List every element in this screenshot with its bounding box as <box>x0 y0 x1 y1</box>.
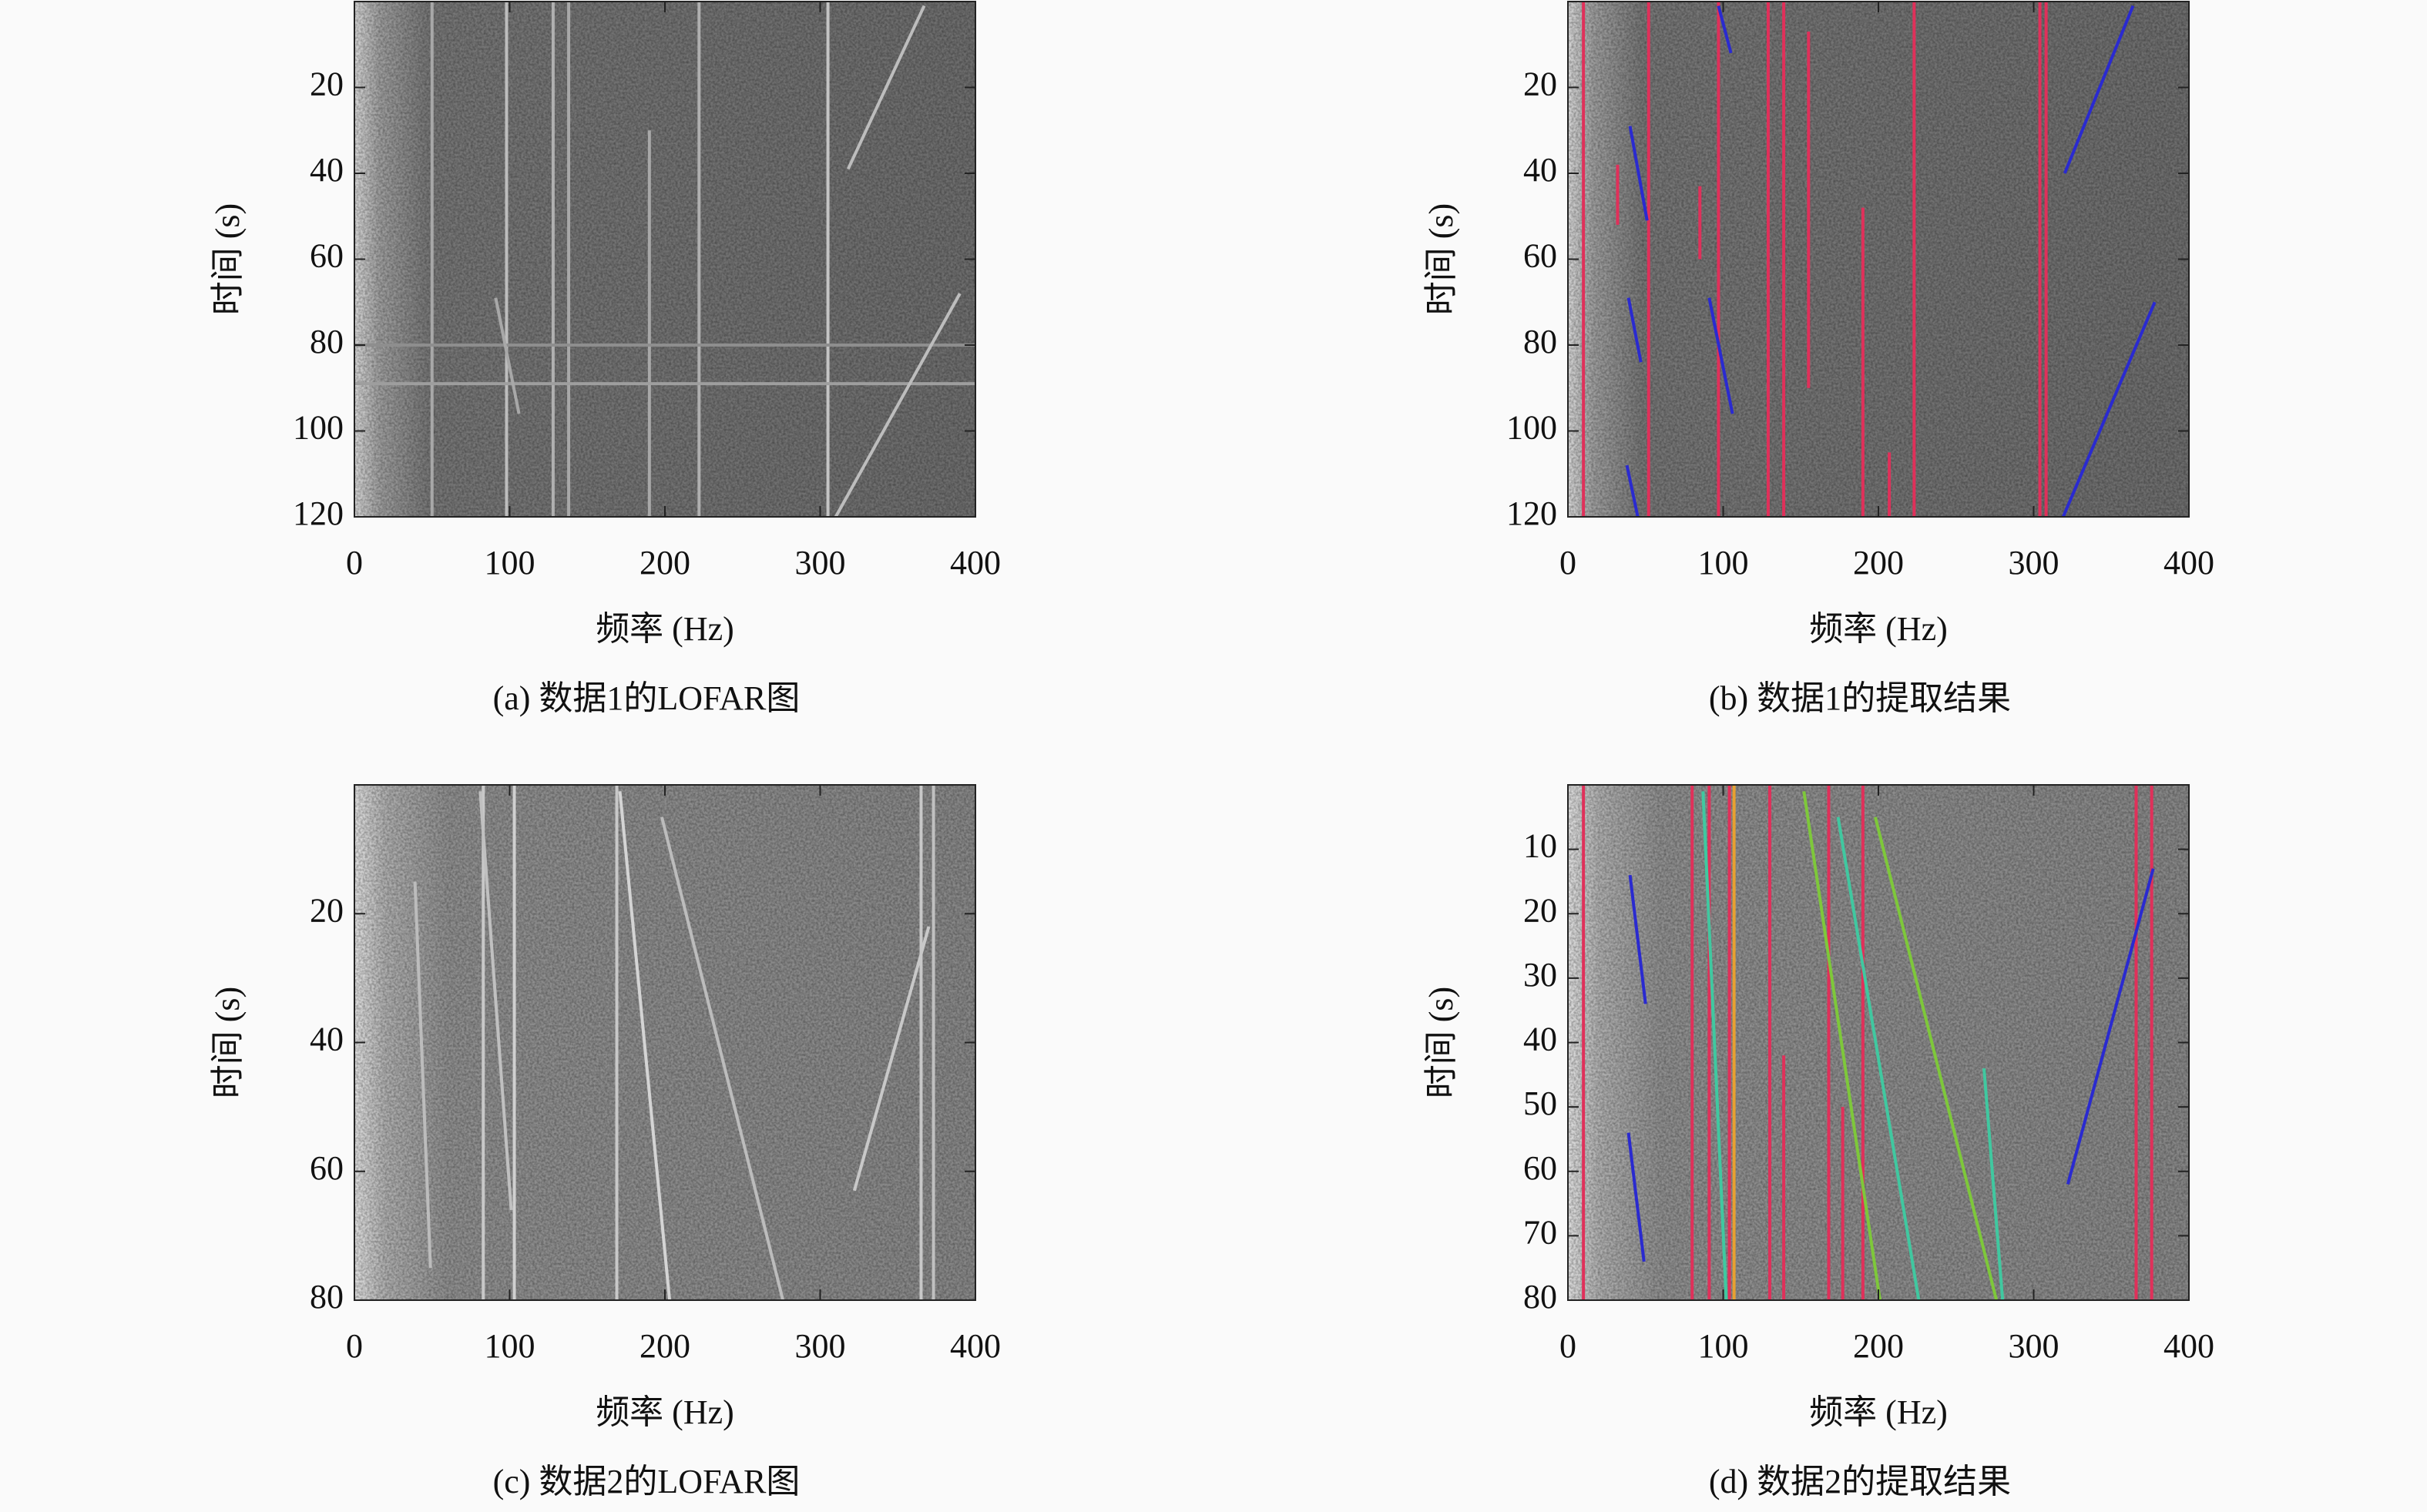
y-tick-label: 70 <box>1523 1213 1557 1251</box>
spectral-line <box>1626 1132 1646 1262</box>
spectral-line <box>660 816 785 1300</box>
spectral-line <box>618 791 672 1300</box>
y-axis-label: 时间 (s) <box>1422 203 1460 315</box>
y-tick-label: 60 <box>310 237 344 275</box>
x-tick-label: 300 <box>2009 1327 2059 1365</box>
y-axis-label: 时间 (s) <box>209 987 247 1098</box>
x-tick-label: 200 <box>1853 1327 1904 1365</box>
plot-noise <box>1568 2 2189 517</box>
x-tick-label: 0 <box>1559 1327 1576 1365</box>
x-tick-label: 0 <box>1559 544 1576 582</box>
y-tick-label: 20 <box>310 65 344 103</box>
y-tick-label: 40 <box>310 151 344 189</box>
y-axis-label: 时间 (s) <box>209 203 247 315</box>
x-tick-label: 0 <box>346 544 363 582</box>
caption: (b) 数据1的提取结果 <box>1709 679 2011 717</box>
y-tick-label: 40 <box>1523 1021 1557 1058</box>
y-tick-label: 80 <box>1523 1278 1557 1316</box>
spectral-line <box>1628 874 1647 1004</box>
spectral-line <box>2066 868 2155 1185</box>
x-tick-label: 200 <box>1853 544 1904 582</box>
plot-noise <box>354 2 975 517</box>
spectral-line <box>478 791 513 1211</box>
y-tick-label: 120 <box>293 495 344 532</box>
spectral-line <box>1626 297 1643 363</box>
y-tick-label: 100 <box>293 409 344 447</box>
caption: (c) 数据2的LOFAR图 <box>493 1463 801 1500</box>
spectral-line <box>2063 5 2135 174</box>
y-tick-label: 10 <box>1523 827 1557 865</box>
plot-noise <box>354 785 975 1300</box>
spectral-line <box>1707 297 1734 414</box>
y-tick-label: 80 <box>310 1278 344 1316</box>
x-tick-label: 100 <box>485 1327 535 1365</box>
spectral-line <box>1628 126 1649 221</box>
y-tick-label: 100 <box>1506 409 1557 447</box>
x-axis-label: 频率 (Hz) <box>596 610 734 648</box>
y-tick-label: 120 <box>1506 495 1557 532</box>
x-tick-label: 100 <box>485 544 535 582</box>
y-tick-label: 30 <box>1523 956 1557 994</box>
y-tick-label: 20 <box>310 891 344 929</box>
caption: (d) 数据2的提取结果 <box>1709 1463 2011 1500</box>
x-axis-label: 频率 (Hz) <box>596 1393 734 1431</box>
x-tick-label: 100 <box>1698 1327 1749 1365</box>
spectral-line <box>1701 791 1728 1300</box>
spectral-line <box>494 297 521 414</box>
y-tick-label: 40 <box>310 1021 344 1058</box>
y-tick-label: 20 <box>1523 65 1557 103</box>
spectral-line <box>1836 816 1921 1300</box>
x-tick-label: 200 <box>639 544 690 582</box>
x-axis-label: 频率 (Hz) <box>1809 610 1948 648</box>
spectral-line <box>834 293 962 517</box>
x-tick-label: 0 <box>346 1327 363 1365</box>
y-tick-label: 80 <box>310 323 344 360</box>
spectral-line <box>2061 301 2157 517</box>
y-tick-label: 60 <box>1523 1149 1557 1187</box>
x-tick-label: 400 <box>2163 1327 2214 1365</box>
x-tick-label: 300 <box>2009 544 2059 582</box>
spectral-line <box>413 881 432 1269</box>
y-tick-label: 60 <box>1523 237 1557 275</box>
caption: (a) 数据1的LOFAR图 <box>493 679 801 717</box>
x-tick-label: 300 <box>795 1327 846 1365</box>
spectral-line <box>852 926 931 1192</box>
x-tick-label: 400 <box>950 544 1001 582</box>
spectral-line <box>1717 5 1733 54</box>
y-tick-label: 50 <box>1523 1085 1557 1122</box>
y-axis-label: 时间 (s) <box>1422 987 1460 1098</box>
spectral-line <box>1625 464 1640 517</box>
x-tick-label: 200 <box>639 1327 690 1365</box>
x-tick-label: 400 <box>950 1327 1001 1365</box>
y-tick-label: 80 <box>1523 323 1557 360</box>
spectral-line <box>1802 791 1882 1300</box>
x-axis-label: 频率 (Hz) <box>1809 1393 1948 1431</box>
x-tick-label: 100 <box>1698 544 1749 582</box>
spectral-line <box>1982 1068 2005 1300</box>
spectral-line <box>846 5 926 170</box>
y-tick-label: 60 <box>310 1149 344 1187</box>
y-tick-label: 40 <box>1523 151 1557 189</box>
plot-noise <box>1568 785 2189 1300</box>
x-tick-label: 400 <box>2163 544 2214 582</box>
y-tick-label: 20 <box>1523 891 1557 929</box>
x-tick-label: 300 <box>795 544 846 582</box>
spectral-line <box>1874 816 1999 1300</box>
